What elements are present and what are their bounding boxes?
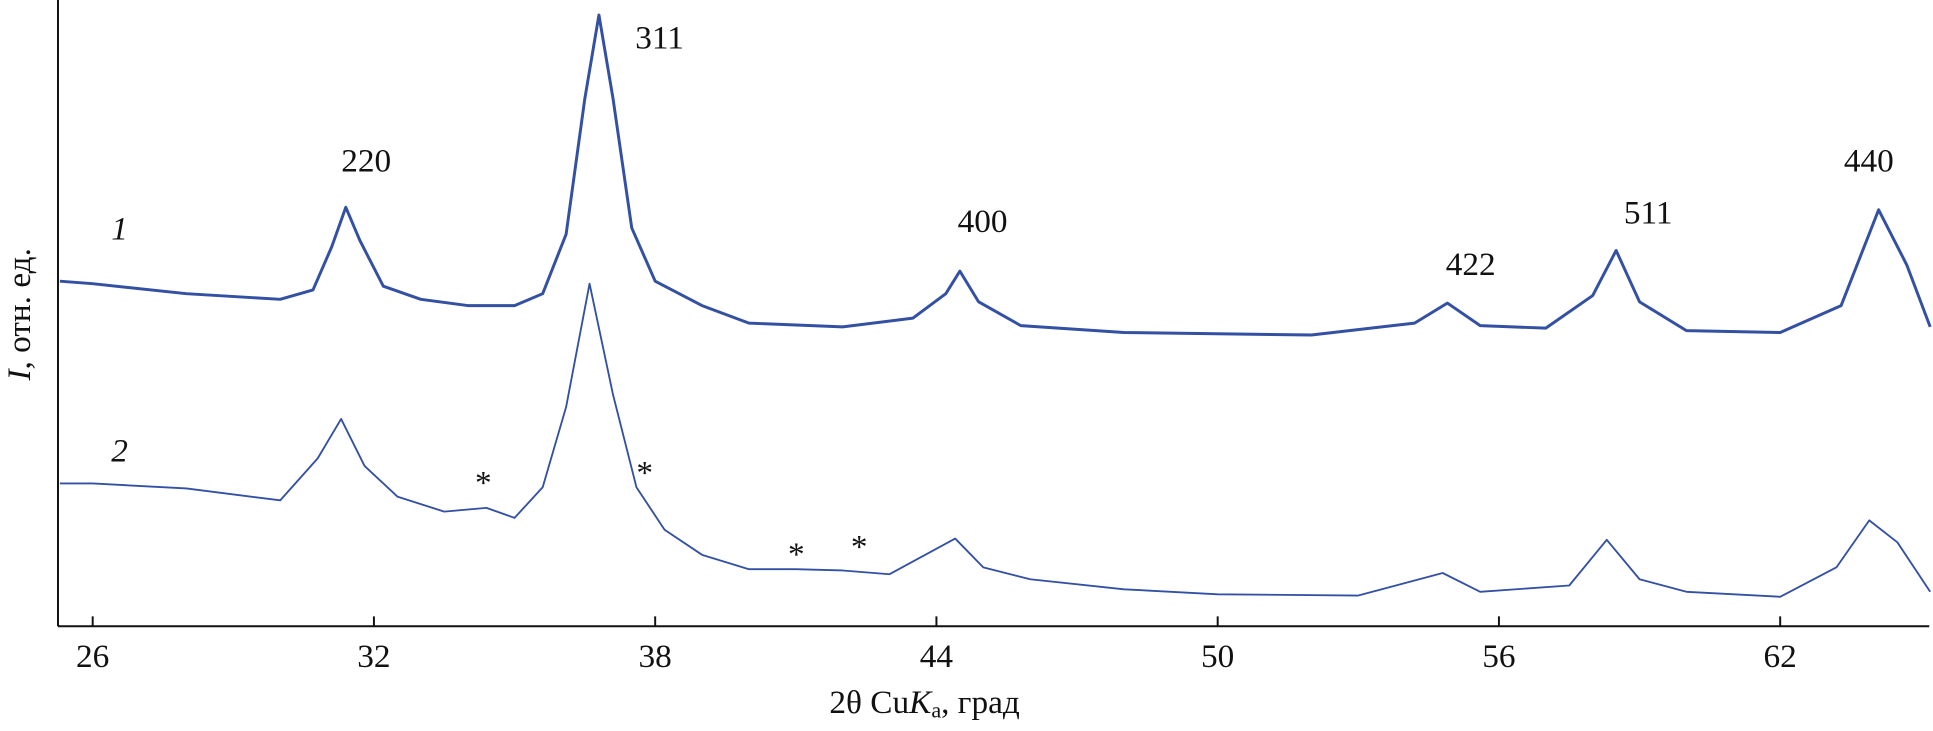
- y-axis-label: I, отн. ед.: [1, 248, 38, 381]
- series-line: [59, 13, 1932, 337]
- x-tick-label: 56: [1482, 638, 1515, 675]
- peak-label: 400: [958, 203, 1008, 240]
- impurity-marker: *: [788, 536, 805, 573]
- x-axis-label: 2θ CuKa, град: [829, 684, 1019, 723]
- series-label: 1: [111, 210, 128, 247]
- x-tick-label: 32: [357, 638, 390, 675]
- peak-label: 511: [1624, 194, 1673, 231]
- impurity-marker: *: [636, 454, 653, 491]
- series-label: 2: [111, 432, 128, 469]
- series-line: [59, 282, 1931, 598]
- peak-label: 220: [341, 143, 391, 180]
- x-tick-label: 44: [920, 638, 954, 675]
- impurity-marker: *: [475, 464, 492, 501]
- peak-label: 422: [1446, 246, 1496, 283]
- x-tick-label: 38: [639, 638, 672, 675]
- x-tick-label: 62: [1764, 638, 1797, 675]
- x-tick-label: 26: [76, 638, 109, 675]
- peak-label: 440: [1844, 143, 1894, 180]
- peak-label: 311: [635, 19, 684, 56]
- x-tick-label: 50: [1201, 638, 1234, 675]
- impurity-marker: *: [851, 528, 868, 565]
